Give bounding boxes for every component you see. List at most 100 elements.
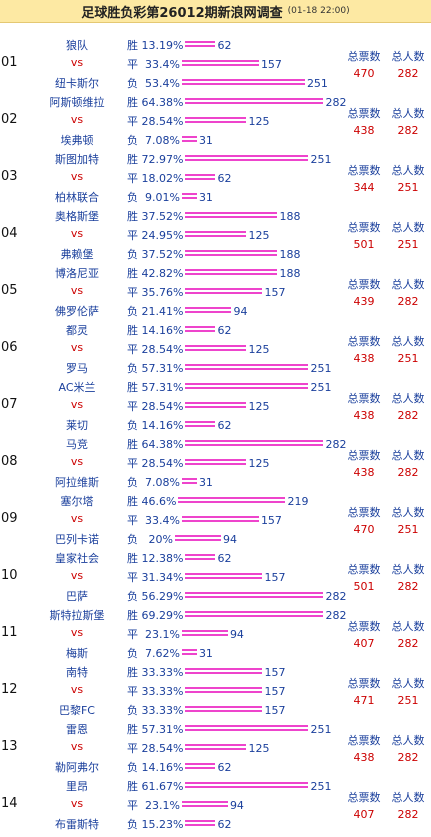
bet-label: 负 53.4% bbox=[127, 77, 180, 90]
bet-label: 胜 69.29% bbox=[127, 609, 184, 622]
vote-bar bbox=[185, 155, 309, 163]
bet-label: 平 31.34% bbox=[127, 571, 184, 584]
bet-label: 负 20% bbox=[127, 533, 173, 546]
away-team[interactable]: 巴黎FC bbox=[58, 704, 95, 717]
vote-count: 31 bbox=[198, 190, 213, 204]
home-team[interactable]: 皇家社会 bbox=[55, 552, 99, 565]
away-team[interactable]: 阿拉维斯 bbox=[55, 476, 99, 489]
bet-win: 胜 57.31% 251 bbox=[127, 721, 331, 737]
total-votes: 总票数 438 bbox=[344, 333, 384, 365]
total-votes-label: 总票数 bbox=[347, 791, 381, 804]
away-team[interactable]: 佛罗伦萨 bbox=[55, 305, 99, 318]
bet-label: 负 15.23% bbox=[127, 818, 184, 831]
vote-count: 62 bbox=[217, 817, 232, 831]
away-team[interactable]: 埃弗顿 bbox=[60, 134, 94, 147]
match-number: 09 bbox=[1, 511, 18, 526]
away-team[interactable]: 罗马 bbox=[66, 362, 88, 375]
home-team[interactable]: 里昂 bbox=[66, 780, 88, 793]
bet-label: 负 56.29% bbox=[127, 590, 184, 603]
bet-label: 平 23.1% bbox=[127, 628, 180, 641]
bet-label: 胜 42.82% bbox=[127, 267, 184, 280]
vote-bar bbox=[185, 421, 216, 429]
bet-label: 胜 64.38% bbox=[127, 96, 184, 109]
total-people-value: 282 bbox=[397, 124, 419, 137]
home-team[interactable]: 斯图加特 bbox=[55, 153, 99, 166]
vote-count: 125 bbox=[248, 228, 270, 242]
away-team[interactable]: 莱切 bbox=[66, 419, 88, 432]
vote-count: 62 bbox=[217, 760, 232, 774]
bet-lose: 负 7.08% 31 bbox=[127, 132, 213, 148]
vs-label: vs bbox=[70, 569, 84, 582]
total-people-label: 总人数 bbox=[391, 50, 425, 63]
vote-bar bbox=[185, 212, 278, 220]
bet-draw: 平 23.1% 94 bbox=[127, 626, 244, 642]
home-team[interactable]: 都灵 bbox=[66, 324, 88, 337]
total-votes-value: 407 bbox=[353, 637, 375, 650]
total-people: 总人数 251 bbox=[388, 504, 428, 536]
bet-win: 胜 13.19% 62 bbox=[127, 37, 231, 53]
bet-label: 平 33.4% bbox=[127, 514, 180, 527]
home-team[interactable]: 马竞 bbox=[66, 438, 88, 451]
away-team[interactable]: 纽卡斯尔 bbox=[55, 77, 99, 90]
bet-label: 平 28.54% bbox=[127, 343, 184, 356]
vote-bar bbox=[181, 193, 197, 201]
vote-bar bbox=[185, 326, 216, 334]
vote-count: 157 bbox=[260, 513, 282, 527]
vote-count: 62 bbox=[217, 171, 232, 185]
total-votes-label: 总票数 bbox=[347, 506, 381, 519]
home-team[interactable]: 奥格斯堡 bbox=[55, 210, 99, 223]
away-team[interactable]: 柏林联合 bbox=[55, 191, 99, 204]
match-row: 11 斯特拉斯堡 vs 梅斯 胜 69.29% 282 平 23.1% 94 负 7.62% 31… bbox=[0, 607, 431, 664]
vs-label: vs bbox=[70, 56, 84, 69]
away-team[interactable]: 勒阿弗尔 bbox=[55, 761, 99, 774]
vote-count: 62 bbox=[217, 418, 232, 432]
bet-win: 胜 42.82% 188 bbox=[127, 265, 300, 281]
away-team[interactable]: 巴萨 bbox=[66, 590, 88, 603]
bet-win: 胜 64.38% 282 bbox=[127, 436, 346, 452]
bet-lose: 负 15.23% 62 bbox=[127, 816, 231, 832]
vote-bar bbox=[185, 98, 324, 106]
bet-lose: 负 14.16% 62 bbox=[127, 417, 231, 433]
home-team[interactable]: AC米兰 bbox=[58, 381, 96, 394]
total-votes-value: 438 bbox=[353, 352, 375, 365]
home-team[interactable]: 南特 bbox=[66, 666, 88, 679]
vote-bar bbox=[185, 687, 263, 695]
vote-bar bbox=[185, 231, 247, 239]
away-team[interactable]: 布雷斯特 bbox=[55, 818, 99, 831]
match-row: 14 里昂 vs 布雷斯特 胜 61.67% 251 平 23.1% 94 负 15.23% 62… bbox=[0, 778, 431, 835]
total-people-label: 总人数 bbox=[391, 506, 425, 519]
bet-lose: 负 56.29% 282 bbox=[127, 588, 346, 604]
match-number: 01 bbox=[1, 55, 18, 70]
total-votes-label: 总票数 bbox=[347, 563, 381, 576]
vote-bar bbox=[181, 478, 197, 486]
home-team[interactable]: 雷恩 bbox=[66, 723, 88, 736]
home-team[interactable]: 狼队 bbox=[66, 39, 88, 52]
total-people-value: 251 bbox=[397, 238, 419, 251]
away-team[interactable]: 梅斯 bbox=[66, 647, 88, 660]
away-team[interactable]: 弗赖堡 bbox=[60, 248, 94, 261]
away-team[interactable]: 巴列卡诺 bbox=[55, 533, 99, 546]
vs-label: vs bbox=[70, 512, 84, 525]
bet-lose: 负 33.33% 157 bbox=[127, 702, 285, 718]
home-team[interactable]: 斯特拉斯堡 bbox=[49, 609, 105, 622]
vote-count: 125 bbox=[248, 399, 270, 413]
vote-bar bbox=[185, 383, 309, 391]
total-votes: 总票数 438 bbox=[344, 732, 384, 764]
bet-lose: 负 37.52% 188 bbox=[127, 246, 300, 262]
vote-bar bbox=[185, 554, 216, 562]
total-votes-value: 438 bbox=[353, 466, 375, 479]
home-team[interactable]: 博洛尼亚 bbox=[55, 267, 99, 280]
home-team[interactable]: 阿斯顿维拉 bbox=[49, 96, 105, 109]
total-votes: 总票数 407 bbox=[344, 618, 384, 650]
match-row: 01 狼队 vs 纽卡斯尔 胜 13.19% 62 平 33.4% 157 负 53.4% 251… bbox=[0, 37, 431, 94]
match-number: 08 bbox=[1, 454, 18, 469]
total-people-label: 总人数 bbox=[391, 107, 425, 120]
total-people-value: 282 bbox=[397, 295, 419, 308]
vs-label: vs bbox=[70, 227, 84, 240]
bet-win: 胜 64.38% 282 bbox=[127, 94, 346, 110]
bet-lose: 负 7.62% 31 bbox=[127, 645, 213, 661]
bet-lose: 负 9.01% 31 bbox=[127, 189, 213, 205]
vote-count: 125 bbox=[248, 342, 270, 356]
vote-bar bbox=[185, 459, 247, 467]
home-team[interactable]: 塞尔塔 bbox=[60, 495, 94, 508]
